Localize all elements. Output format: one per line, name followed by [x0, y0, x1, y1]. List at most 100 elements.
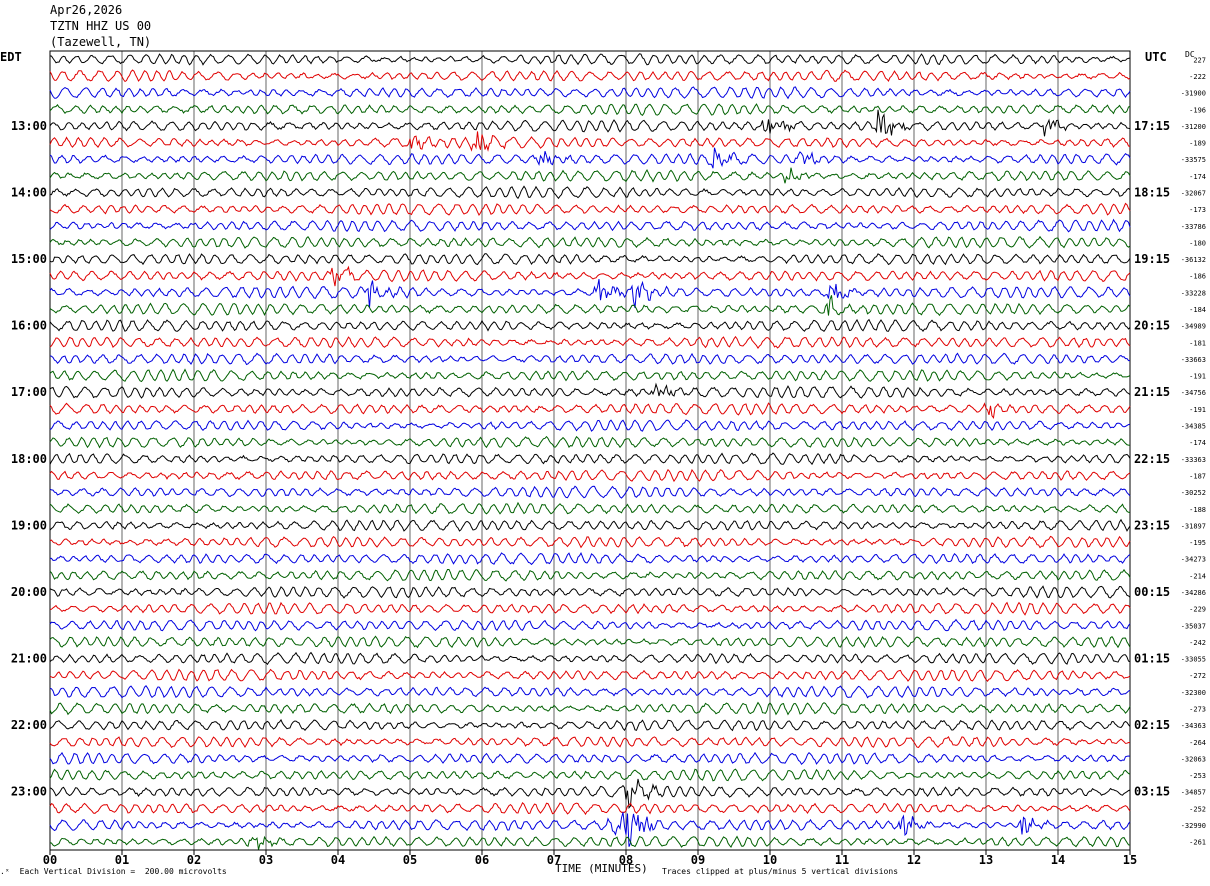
dc-offset-label: -264	[1189, 739, 1206, 747]
x-tick-label: 00	[43, 853, 57, 867]
seismic-trace-11	[49, 218, 1131, 233]
dc-offset-label: -222	[1189, 73, 1206, 81]
x-tick-label: 10	[763, 853, 777, 867]
seismic-trace-6	[49, 131, 1131, 152]
left-timezone-label: EDT	[0, 50, 22, 64]
right-hour-label: 23:15	[1134, 518, 1170, 532]
seismic-trace-39	[49, 685, 1131, 699]
left-hour-label: 23:00	[11, 785, 47, 799]
x-tick-label: 15	[1123, 853, 1137, 867]
dc-offset-label: -33786	[1181, 223, 1206, 231]
right-timezone-label: UTC	[1145, 50, 1167, 64]
dc-offset-label: 227	[1193, 56, 1206, 64]
seismic-trace-13	[49, 253, 1131, 266]
left-hour-label: 19:00	[11, 518, 47, 532]
dc-offset-label: -34989	[1181, 323, 1206, 331]
seismic-trace-5	[49, 109, 1131, 137]
seismic-trace-46	[49, 801, 1131, 816]
right-hour-label: 00:15	[1134, 585, 1170, 599]
seismic-trace-17	[49, 318, 1131, 333]
x-tick-label: 12	[907, 853, 921, 867]
plot-frame	[49, 50, 1131, 851]
x-tick-label: 01	[115, 853, 129, 867]
seismic-trace-22	[49, 402, 1131, 420]
dc-offset-label: -34286	[1181, 589, 1206, 597]
x-tick-label: 07	[547, 853, 561, 867]
dc-offset-label: -187	[1189, 472, 1206, 480]
dc-offset-label: -242	[1189, 639, 1206, 647]
right-hour-label: 22:15	[1134, 452, 1170, 466]
left-hour-label: 18:00	[11, 452, 47, 466]
dc-offset-label: -252	[1189, 805, 1206, 813]
seismic-trace-35	[49, 618, 1131, 632]
seismic-trace-21	[49, 382, 1131, 399]
x-axis-title: TIME (MINUTES)	[555, 862, 648, 875]
dc-offset-label: -184	[1189, 306, 1206, 314]
dc-offset-label: -34756	[1181, 389, 1206, 397]
x-tick-label: 05	[403, 853, 417, 867]
dc-offset-label: -191	[1189, 406, 1206, 414]
dc-offset-header: DC	[1185, 50, 1195, 59]
dc-offset-label: -31200	[1181, 123, 1206, 131]
dc-offset-label: -32063	[1181, 755, 1206, 763]
x-tick-label: 13	[979, 853, 993, 867]
seismic-trace-33	[49, 585, 1131, 599]
seismic-trace-31	[49, 551, 1131, 566]
left-hour-label: 20:00	[11, 585, 47, 599]
dc-offset-label: -253	[1189, 772, 1206, 780]
seismic-trace-16	[49, 295, 1131, 317]
x-tick-label: 03	[259, 853, 273, 867]
left-hour-label: 16:00	[11, 319, 47, 333]
x-tick-label: 14	[1051, 853, 1065, 867]
seismic-trace-19	[49, 352, 1130, 366]
seismic-trace-29	[49, 518, 1131, 532]
dc-offset-label: -261	[1189, 839, 1206, 847]
x-tick-label: 11	[835, 853, 849, 867]
seismic-trace-47	[49, 812, 1131, 847]
seismic-trace-30	[49, 535, 1131, 549]
seismic-trace-1	[49, 53, 1131, 66]
seismic-trace-25	[49, 452, 1131, 466]
x-tick-label: 08	[619, 853, 633, 867]
seismic-trace-44	[49, 768, 1131, 782]
station-location: (Tazewell, TN)	[50, 35, 152, 49]
seismic-trace-28	[49, 501, 1131, 515]
left-hour-label: 17:00	[11, 385, 47, 399]
seismic-trace-45	[49, 778, 1131, 809]
dc-offset-label: -33575	[1181, 156, 1206, 164]
seismic-trace-43	[49, 751, 1131, 765]
dc-offset-label: -33663	[1181, 356, 1206, 364]
seismic-trace-7	[49, 147, 1131, 169]
station-name: TZTN HHZ US 00	[50, 19, 152, 33]
seismic-trace-20	[49, 368, 1131, 383]
right-hour-label: 18:15	[1134, 185, 1170, 199]
dc-offset-label: -173	[1189, 206, 1206, 214]
seismic-trace-14	[49, 265, 1131, 287]
seismic-trace-26	[49, 468, 1131, 483]
seismic-trace-40	[49, 701, 1131, 716]
seismic-trace-18	[49, 335, 1131, 350]
dc-offset-label: -33228	[1181, 289, 1206, 297]
seismic-trace-3	[49, 86, 1131, 100]
clip-note: Traces clipped at plus/minus 5 vertical …	[662, 867, 899, 876]
seismic-trace-8	[49, 167, 1131, 184]
scale-note: .ˣ Each Vertical Division = 200.00 microv…	[0, 867, 227, 877]
left-hour-label: 22:00	[11, 718, 47, 732]
seismic-trace-34	[49, 601, 1131, 616]
seismic-trace-32	[49, 568, 1131, 582]
dc-offset-label: -188	[1189, 506, 1206, 514]
dc-offset-label: -36132	[1181, 256, 1206, 264]
dc-offset-label: -31897	[1181, 522, 1206, 530]
dc-offset-label: -174	[1189, 173, 1206, 181]
dc-offset-label: -181	[1189, 339, 1206, 347]
dc-offset-label: -33363	[1181, 456, 1206, 464]
seismic-trace-42	[49, 735, 1131, 749]
right-hour-label: 03:15	[1134, 785, 1170, 799]
dc-offset-label: -189	[1189, 140, 1206, 148]
left-hour-label: 15:00	[11, 252, 47, 266]
left-hour-label: 21:00	[11, 652, 47, 666]
seismic-trace-38	[49, 668, 1131, 683]
scale-note-text: Each Vertical Division = 200.00 microvol…	[19, 867, 227, 876]
seismic-trace-27	[49, 485, 1131, 499]
